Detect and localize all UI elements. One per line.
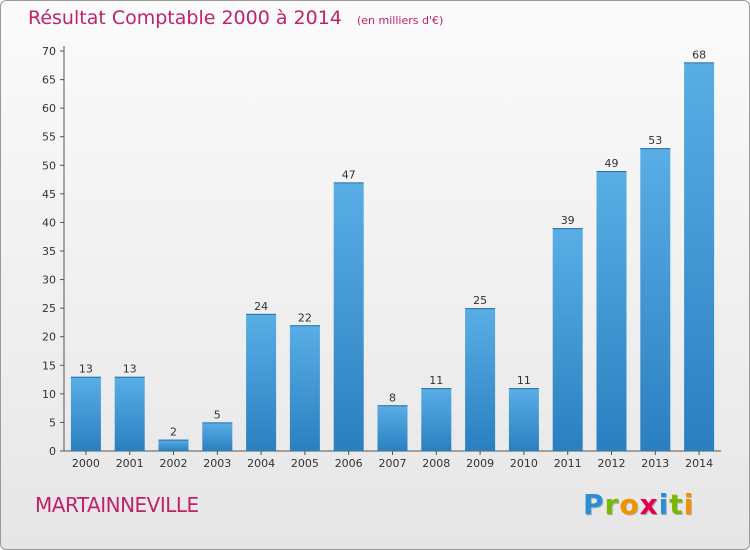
bar-2003: [202, 422, 233, 451]
bar-2001: [114, 376, 145, 451]
y-tick-label: 5: [49, 416, 56, 429]
bar-2009: [465, 308, 496, 451]
y-tick-label: 60: [42, 102, 56, 115]
x-tick-label-2012: 2012: [598, 457, 626, 470]
y-tick-label: 15: [42, 359, 56, 372]
x-tick-label-2011: 2011: [554, 457, 582, 470]
bars: [70, 62, 715, 452]
logo-letter: i: [658, 488, 670, 521]
x-tick-label-2009: 2009: [466, 457, 494, 470]
value-label-2005: 22: [298, 311, 312, 324]
logo-letter: i: [683, 488, 695, 521]
bar-2000: [70, 376, 101, 451]
bar-2012: [596, 171, 627, 451]
x-tick-label-2014: 2014: [685, 457, 713, 470]
bar-2005: [289, 325, 320, 451]
bar-2002: [158, 439, 189, 451]
title-row: Résultat Comptable 2000 à 2014 (en milli…: [28, 7, 443, 29]
x-tick-label-2002: 2002: [160, 457, 188, 470]
logo-letter: r: [604, 488, 620, 521]
logo-letter: P: [583, 488, 605, 521]
y-tick-label: 0: [49, 445, 56, 458]
y-tick-label: 30: [42, 274, 56, 287]
x-tick-label-2008: 2008: [422, 457, 450, 470]
y-tick-label: 40: [42, 216, 56, 229]
value-label-2007: 8: [389, 391, 396, 404]
y-tick-label: 10: [42, 388, 56, 401]
value-label-2011: 39: [561, 214, 575, 227]
x-tick-label-2004: 2004: [247, 457, 275, 470]
x-tick-label-2005: 2005: [291, 457, 319, 470]
x-tick-label-2000: 2000: [72, 457, 100, 470]
x-tick-label-2006: 2006: [335, 457, 363, 470]
y-tick-label: 35: [42, 245, 56, 258]
y-tick-label: 55: [42, 131, 56, 144]
y-tick-label: 65: [42, 74, 56, 87]
logo-letter: t: [669, 488, 684, 521]
x-tick-label-2007: 2007: [379, 457, 407, 470]
value-label-2003: 5: [214, 408, 221, 421]
value-label-2008: 11: [429, 374, 443, 387]
x-tick-label-2003: 2003: [203, 457, 231, 470]
value-label-2012: 49: [605, 157, 619, 170]
bar-2004: [246, 313, 277, 451]
bar-2011: [552, 228, 583, 451]
value-label-2004: 24: [254, 300, 268, 313]
value-label-2014: 68: [692, 48, 706, 61]
x-tick-label-2001: 2001: [116, 457, 144, 470]
y-tick-label: 25: [42, 302, 56, 315]
logo-letter: o: [619, 488, 640, 521]
chart-title: Résultat Comptable 2000 à 2014: [28, 7, 342, 29]
bar-2013: [640, 148, 671, 451]
value-label-2006: 47: [342, 168, 356, 181]
proxiti-logo: Proxiti: [583, 488, 694, 521]
value-label-2010: 11: [517, 374, 531, 387]
bar-2008: [421, 388, 452, 451]
y-tick-label: 45: [42, 188, 56, 201]
y-tick-label: 20: [42, 331, 56, 344]
y-tick-label: 50: [42, 159, 56, 172]
value-label-2001: 13: [123, 363, 137, 376]
x-tick-label-2010: 2010: [510, 457, 538, 470]
chart-subtitle: (en milliers d'€): [356, 14, 444, 27]
logo-letter: x: [639, 488, 659, 521]
commune-name: MARTAINNEVILLE: [35, 493, 199, 517]
bar-2006: [333, 182, 364, 451]
value-label-2002: 2: [170, 426, 177, 439]
value-label-2000: 13: [79, 363, 93, 376]
value-label-2009: 25: [473, 294, 487, 307]
x-tick-label-2013: 2013: [641, 457, 669, 470]
bar-2014: [684, 62, 715, 452]
y-tick-label: 70: [42, 45, 56, 58]
value-label-2013: 53: [648, 134, 662, 147]
bar-2007: [377, 405, 408, 451]
bar-2010: [508, 388, 539, 451]
